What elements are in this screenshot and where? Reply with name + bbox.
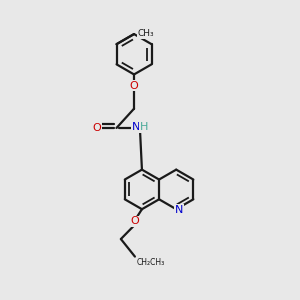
Text: H: H — [140, 122, 148, 132]
Text: O: O — [130, 217, 139, 226]
Text: N: N — [175, 205, 183, 214]
Text: O: O — [93, 123, 102, 133]
Text: O: O — [130, 81, 138, 91]
Text: CH₂CH₃: CH₂CH₃ — [136, 258, 165, 267]
Text: N: N — [132, 122, 140, 132]
Text: CH₃: CH₃ — [137, 29, 154, 38]
